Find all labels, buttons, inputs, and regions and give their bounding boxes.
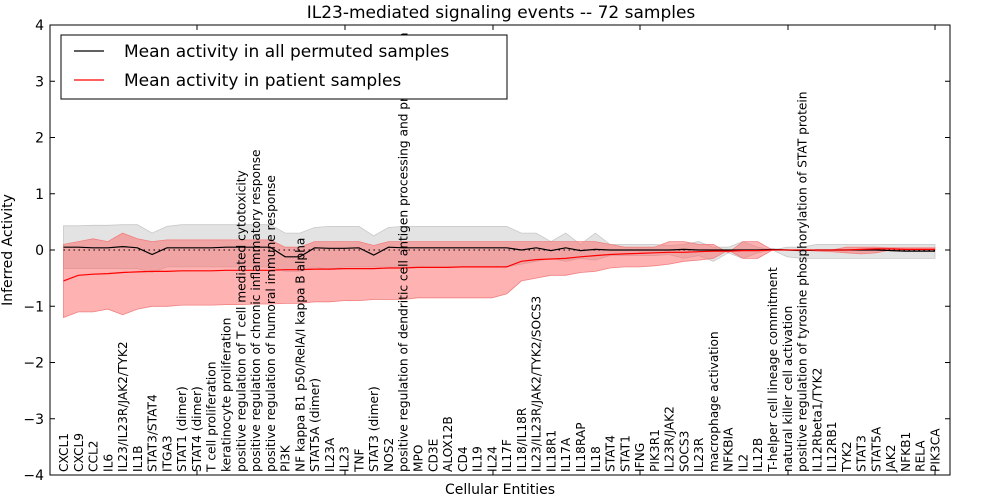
category-labels: CXCL1 CXCL9 CCL2 IL6 IL23/IL23R/JAK2/TYK2 IL1… — [57, 33, 943, 473]
category-label: IL23/IL23R/JAK2/TYK2 — [116, 341, 130, 472]
y-tick-label: −4 — [23, 468, 44, 484]
category-label: STAT3 (dimer) — [367, 386, 381, 472]
y-tick-label: 1 — [35, 187, 44, 203]
y-tick-label: 2 — [35, 131, 44, 147]
y-tick-label: −3 — [23, 412, 44, 428]
patient-mean-line — [63, 248, 935, 282]
category-label: IL23 — [338, 446, 352, 472]
category-label: IL12Rbeta1/TYK2 — [810, 368, 824, 472]
category-label: NFKBIA — [722, 427, 736, 472]
category-label: ALOX12B — [441, 416, 455, 472]
category-label: T cell proliferation — [205, 362, 219, 474]
category-label: positive regulation of T cell mediated c… — [234, 170, 248, 472]
y-tick-label: −2 — [23, 356, 44, 372]
category-label: IL2 — [737, 454, 751, 472]
category-label: ITGA3 — [160, 435, 174, 472]
legend-label-patient: Mean activity in patient samples — [124, 71, 401, 91]
category-label: IL19 — [471, 446, 485, 472]
category-label: PIK3R1 — [648, 429, 662, 472]
category-label: positive regulation of humoral immune re… — [264, 175, 278, 472]
category-label: CXCL9 — [72, 433, 86, 472]
x-axis-label: Cellular Entities — [445, 482, 555, 498]
category-label: STAT5A (dimer) — [308, 378, 322, 472]
category-label: PIK3CA — [929, 428, 943, 472]
category-label: NFKB1 — [899, 432, 913, 472]
y-tick-label: −1 — [23, 299, 44, 315]
y-axis-label: Inferred Activity — [0, 194, 16, 306]
legend: Mean activity in all permuted samples Me… — [60, 34, 508, 100]
category-label: STAT5A — [869, 426, 883, 472]
category-label: STAT4 — [604, 435, 618, 472]
x-axis-ticks — [49, 25, 936, 475]
category-label: IL6 — [101, 454, 115, 472]
category-label: IL23A — [323, 437, 337, 472]
category-label: CXCL1 — [57, 433, 71, 472]
category-label: STAT1 (dimer) — [175, 386, 189, 472]
category-label: CD4 — [456, 446, 470, 472]
category-label: STAT3/STAT4 — [146, 394, 160, 472]
category-label: IL23R/JAK2 — [663, 406, 677, 472]
category-label: STAT1 — [618, 435, 632, 472]
category-label: TNF — [352, 448, 366, 473]
category-label: IL17A — [559, 437, 573, 472]
category-label: STAT3 — [855, 435, 869, 472]
category-label: RELA — [914, 440, 928, 472]
category-label: IL18/IL18R — [515, 407, 529, 472]
chart-title: IL23-mediated signaling events -- 72 sam… — [307, 3, 696, 23]
category-label: IL12B — [751, 438, 765, 472]
category-label: macrophage activation — [707, 331, 721, 472]
category-label: IL12RB1 — [825, 422, 839, 472]
category-label: SOCS3 — [677, 431, 691, 472]
category-label: IL17F — [500, 439, 514, 472]
category-label: IL18R1 — [544, 430, 558, 472]
category-label: IL23/IL23R/JAK2/TYK2/SOCS3 — [530, 296, 544, 472]
legend-box — [60, 34, 508, 100]
category-label: IL18 — [589, 446, 603, 472]
category-label: TYK2 — [840, 441, 854, 473]
y-axis: −4 −3 −2 −1 0 1 2 3 4 — [23, 18, 950, 484]
category-label: JAK2 — [884, 445, 898, 473]
category-label: positive regulation of chronic inflammat… — [249, 149, 263, 472]
category-label: IFNG — [633, 443, 647, 472]
legend-label-permuted: Mean activity in all permuted samples — [124, 42, 449, 62]
category-label: CCL2 — [87, 440, 101, 472]
y-tick-label: 3 — [35, 74, 44, 90]
category-label: CD3E — [426, 439, 440, 472]
category-label: IL24 — [485, 446, 499, 472]
category-label: NOS2 — [382, 438, 396, 472]
y-tick-label: 0 — [35, 243, 44, 259]
category-label: NF kappa B1 p50/RelA/I kappa B alpha — [293, 238, 307, 472]
category-label: keratinocyte proliferation — [220, 318, 234, 472]
category-label: STAT4 (dimer) — [190, 386, 204, 472]
y-tick-label: 4 — [35, 18, 44, 34]
category-label: IL23R — [692, 437, 706, 472]
category-label: natural killer cell activation — [781, 306, 795, 472]
category-label: MPO — [412, 445, 426, 472]
lines-layer — [63, 245, 935, 282]
category-label: positive regulation of dendritic cell an… — [397, 33, 411, 472]
category-label: PI3K — [279, 444, 293, 472]
category-label: IL18RAP — [574, 422, 588, 472]
category-label: T-helper cell lineage commitment — [766, 267, 780, 473]
category-label: positive regulation of tyrosine phosphor… — [796, 92, 810, 472]
category-label: IL1B — [131, 446, 145, 473]
